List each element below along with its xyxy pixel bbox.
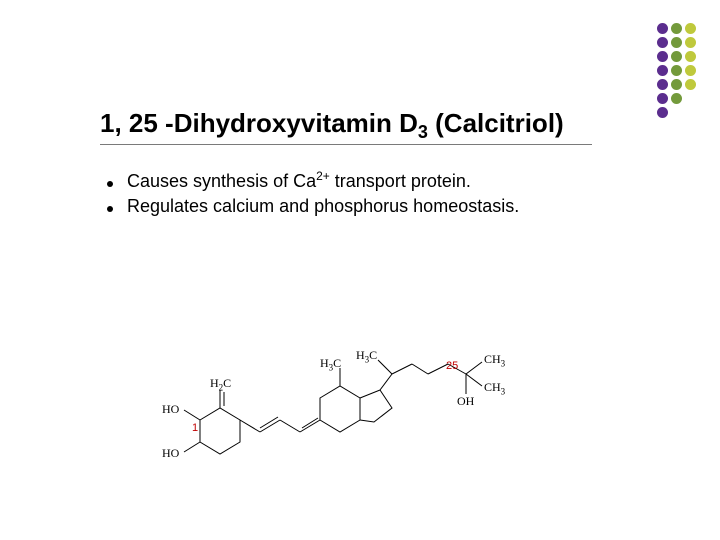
chemical-structure: HO HO H2C H3C H3C CH3 CH3 OH 1 25 xyxy=(160,270,560,470)
bullet-dot-icon xyxy=(107,181,113,187)
label-pos-25: 25 xyxy=(446,360,458,372)
bullet-item: Causes synthesis of Ca2+ transport prote… xyxy=(107,168,519,193)
label-ch3-2: CH3 xyxy=(484,380,505,396)
bullet-text: Regulates calcium and phosphorus homeost… xyxy=(127,196,519,216)
bullet-sup: 2+ xyxy=(316,169,330,183)
title-pre: 1, 25 -Dihydroxyvitamin D xyxy=(100,108,418,138)
bullet-text: Causes synthesis of Ca xyxy=(127,171,316,191)
label-ho-bot: HO xyxy=(162,446,179,461)
title-post: (Calcitriol) xyxy=(428,108,564,138)
bullet-item: Regulates calcium and phosphorus homeost… xyxy=(107,193,519,218)
label-ho-top: HO xyxy=(162,402,179,417)
label-ch3-1: CH3 xyxy=(484,352,505,368)
title-underline xyxy=(100,144,592,145)
title-sub: 3 xyxy=(418,122,428,142)
bullet-dot-icon xyxy=(107,206,113,212)
label-h3c-top: H3C xyxy=(356,348,377,364)
bullet-list: Causes synthesis of Ca2+ transport prote… xyxy=(107,168,519,219)
label-oh-right: OH xyxy=(457,394,474,409)
label-h2c: H2C xyxy=(210,376,231,392)
label-pos-1: 1 xyxy=(192,422,198,434)
corner-dots xyxy=(656,22,698,125)
bullet-text-post: transport protein. xyxy=(330,171,471,191)
label-h3c-mid: H3C xyxy=(320,356,341,372)
slide-title: 1, 25 -Dihydroxyvitamin D3 (Calcitriol) xyxy=(100,108,564,143)
